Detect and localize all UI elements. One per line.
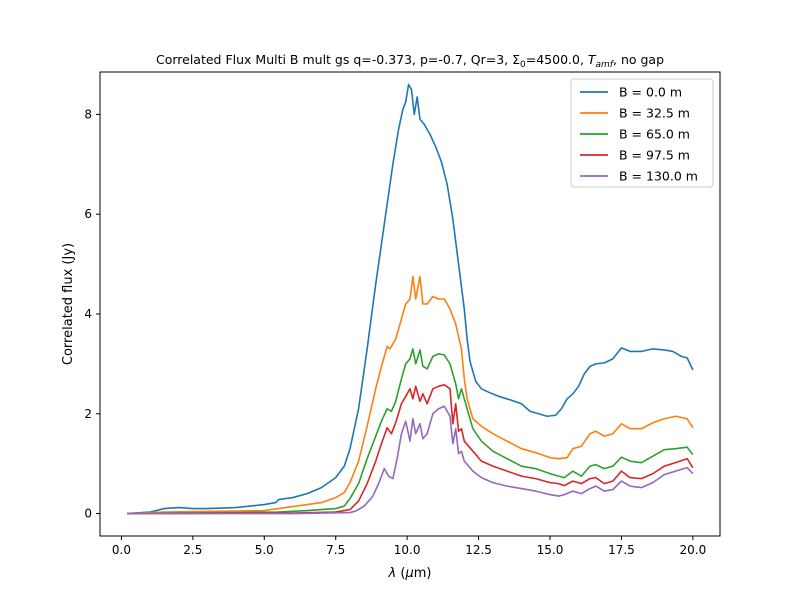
legend-label-2: B = 65.0 m bbox=[619, 127, 690, 142]
legend-label-0: B = 0.0 m bbox=[619, 85, 682, 100]
legend: B = 0.0 m B = 32.5 m B = 65.0 m B = 97.5 m B… bbox=[570, 78, 714, 188]
x-tick-label: 15.0 bbox=[537, 543, 564, 557]
title-sigma-subscript: 0 bbox=[520, 60, 526, 70]
legend-box bbox=[570, 78, 714, 188]
legend-label-4: B = 130.0 m bbox=[619, 169, 698, 184]
x-tick-label: 0.0 bbox=[112, 543, 131, 557]
title-t-subscript: amf bbox=[596, 60, 615, 70]
y-tick-label: 6 bbox=[84, 207, 92, 221]
title-part-value: =4500.0, bbox=[526, 52, 588, 67]
y-tick-label: 4 bbox=[84, 307, 92, 321]
x-tick-label: 5.0 bbox=[255, 543, 274, 557]
title-t-symbol: T bbox=[588, 52, 597, 67]
x-axis-ticks: 0.0 2.5 5.0 7.5 10.0 12.5 15.0 17.5 20.0 bbox=[112, 536, 706, 557]
plot-frame bbox=[99, 71, 721, 537]
chart-title: Correlated Flux Multi B mult gs q=-0.373… bbox=[156, 52, 664, 70]
series-line-1 bbox=[127, 275, 694, 515]
x-tick-label: 7.5 bbox=[326, 543, 345, 557]
x-axis-label: λ (μm) bbox=[388, 566, 432, 581]
legend-label-3: B = 97.5 m bbox=[619, 148, 690, 163]
y-tick-label: 0 bbox=[84, 507, 92, 521]
legend-label-1: B = 32.5 m bbox=[619, 106, 690, 121]
y-tick-label: 8 bbox=[84, 107, 92, 121]
series-line-0 bbox=[127, 83, 694, 515]
title-part-main: Correlated Flux Multi B mult gs q=-0.373… bbox=[156, 52, 520, 67]
x-tick-label: 2.5 bbox=[183, 543, 202, 557]
x-tick-label: 20.0 bbox=[679, 543, 706, 557]
x-axis-label-lambda: λ bbox=[388, 566, 397, 581]
x-axis-label-close: m) bbox=[414, 566, 432, 581]
x-tick-label: 10.0 bbox=[394, 543, 421, 557]
x-axis-label-open: ( bbox=[396, 566, 405, 581]
x-tick-label: 12.5 bbox=[465, 543, 492, 557]
y-axis-label: Correlated flux (Jy) bbox=[61, 243, 76, 365]
series-line-3 bbox=[127, 384, 694, 515]
series-layer bbox=[127, 83, 694, 515]
y-axis-ticks: 0 2 4 6 8 bbox=[84, 107, 100, 521]
x-axis-label-mu: μ bbox=[404, 566, 413, 581]
title-part-end: , no gap bbox=[613, 52, 664, 67]
x-tick-label: 17.5 bbox=[608, 543, 635, 557]
series-line-4 bbox=[127, 405, 694, 515]
y-tick-label: 2 bbox=[84, 407, 92, 421]
series-line-2 bbox=[127, 348, 694, 515]
